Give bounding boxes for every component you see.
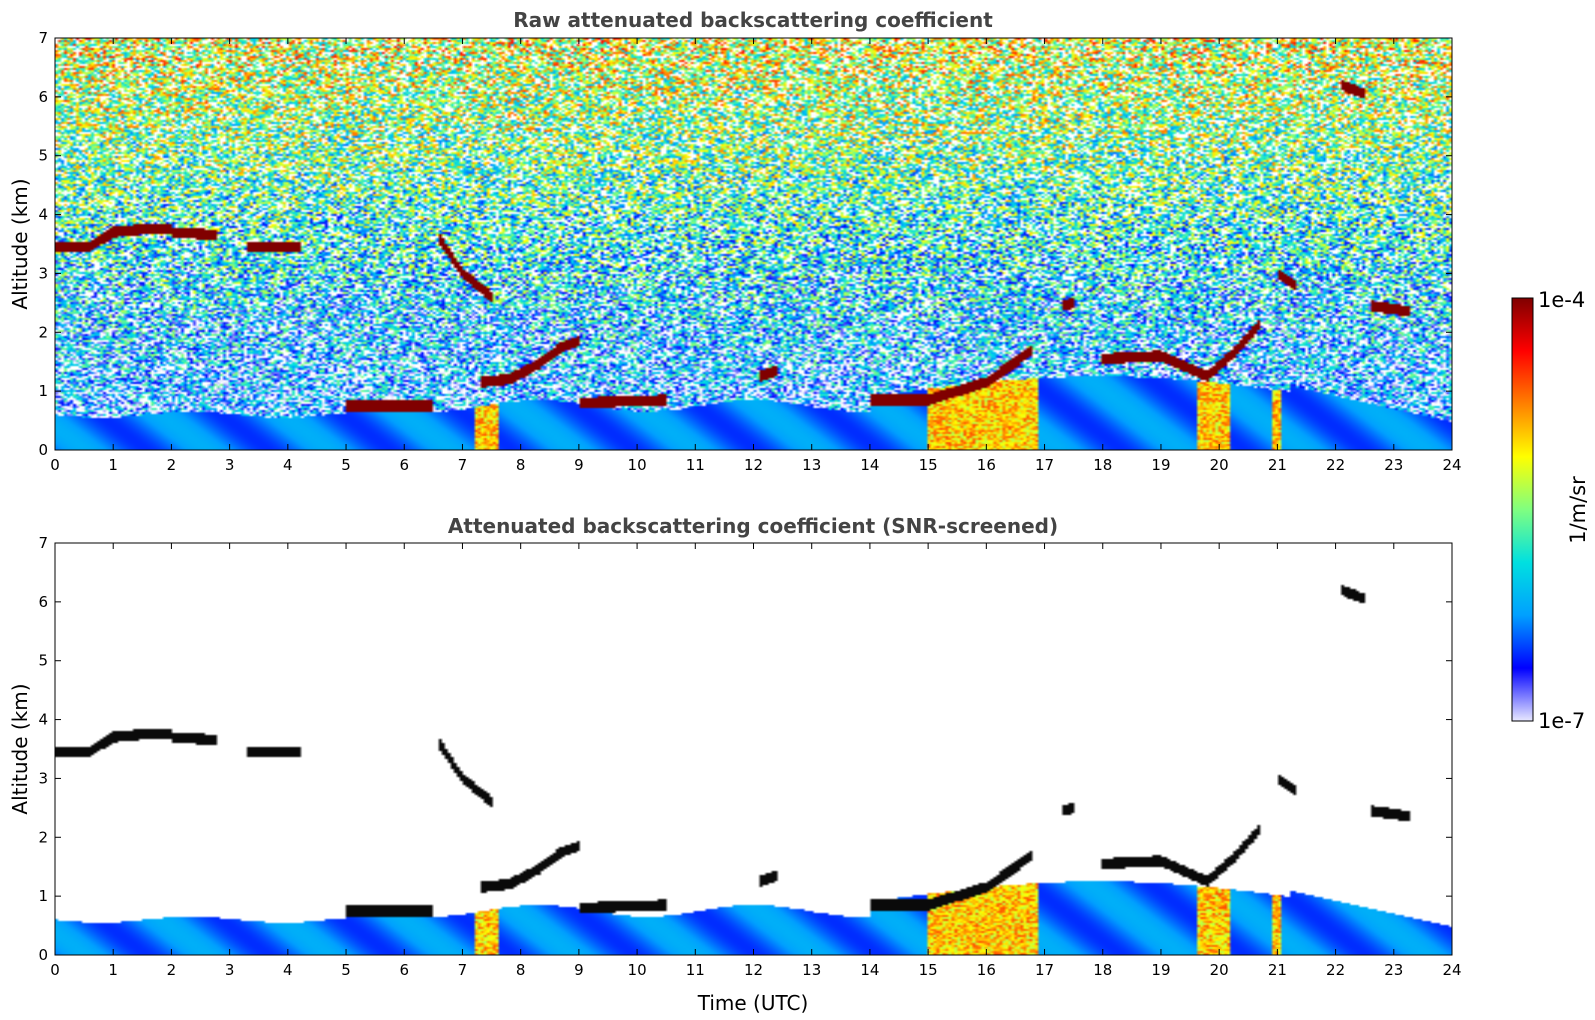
x-tick-label: 2 <box>167 456 177 474</box>
y-axis-label: Altitude (km) <box>8 683 32 814</box>
x-tick-label: 1 <box>108 961 118 979</box>
x-tick-label: 16 <box>977 961 996 979</box>
x-tick-label: 20 <box>1210 961 1229 979</box>
chart-title: Attenuated backscattering coefficient (S… <box>448 514 1058 538</box>
x-tick-label: 21 <box>1268 456 1287 474</box>
x-tick-label: 15 <box>919 456 938 474</box>
y-tick-label: 2 <box>38 323 48 341</box>
y-tick-label: 3 <box>38 769 48 787</box>
y-tick-label: 1 <box>38 382 48 400</box>
colorbar-max-label: 1e-4 <box>1538 288 1585 312</box>
x-tick-label: 4 <box>283 456 293 474</box>
y-tick-label: 2 <box>38 828 48 846</box>
heatmap-screened <box>55 543 1452 955</box>
colorbar: 1e-4 1e-7 1/m/sr <box>1511 288 1590 733</box>
x-tick-label: 4 <box>283 961 293 979</box>
heatmap-raw <box>55 38 1452 450</box>
x-tick-label: 19 <box>1151 456 1170 474</box>
x-tick-label: 7 <box>458 961 468 979</box>
x-tick-label: 0 <box>50 456 60 474</box>
x-axis-label: Time (UTC) <box>697 991 809 1015</box>
y-tick-label: 0 <box>38 441 48 459</box>
x-tick-label: 11 <box>686 456 705 474</box>
y-tick-label: 6 <box>38 88 48 106</box>
y-axis-label: Altitude (km) <box>8 178 32 309</box>
colorbar-min-label: 1e-7 <box>1538 709 1585 733</box>
axis-ticks: 0 1 2 3 4 5 6 7 8 9 10 11 12 13 14 15 16 17 18 19 20 21 22 23 24… <box>38 534 1461 979</box>
chart-title: Raw attenuated backscattering coefficien… <box>513 8 993 32</box>
x-tick-label: 24 <box>1442 456 1461 474</box>
x-tick-label: 24 <box>1442 961 1461 979</box>
x-tick-label: 17 <box>1035 456 1054 474</box>
x-tick-label: 23 <box>1384 961 1403 979</box>
x-tick-label: 1 <box>108 456 118 474</box>
panel-raw: Raw attenuated backscattering coefficien… <box>8 8 1462 474</box>
y-tick-label: 6 <box>38 593 48 611</box>
x-tick-label: 14 <box>860 456 879 474</box>
y-tick-label: 1 <box>38 887 48 905</box>
x-tick-label: 23 <box>1384 456 1403 474</box>
x-tick-label: 19 <box>1151 961 1170 979</box>
x-tick-label: 20 <box>1210 456 1229 474</box>
y-tick-label: 4 <box>38 206 48 224</box>
y-tick-label: 5 <box>38 147 48 165</box>
y-tick-label: 0 <box>38 946 48 964</box>
x-tick-label: 22 <box>1326 456 1345 474</box>
x-tick-label: 15 <box>919 961 938 979</box>
x-tick-label: 14 <box>860 961 879 979</box>
x-tick-label: 8 <box>516 456 526 474</box>
x-tick-label: 18 <box>1093 456 1112 474</box>
x-tick-label: 6 <box>399 961 409 979</box>
x-tick-label: 13 <box>802 961 821 979</box>
x-tick-label: 7 <box>458 456 468 474</box>
x-tick-label: 6 <box>399 456 409 474</box>
colorbar-unit-label: 1/m/sr <box>1566 476 1590 544</box>
x-tick-label: 9 <box>574 961 584 979</box>
colorbar-gradient <box>1511 297 1534 722</box>
x-tick-label: 10 <box>628 961 647 979</box>
x-tick-label: 10 <box>628 456 647 474</box>
x-tick-label: 12 <box>744 961 763 979</box>
x-tick-label: 12 <box>744 456 763 474</box>
x-tick-label: 3 <box>225 456 235 474</box>
x-tick-label: 9 <box>574 456 584 474</box>
y-tick-label: 7 <box>38 534 48 552</box>
y-tick-label: 4 <box>38 711 48 729</box>
x-tick-label: 3 <box>225 961 235 979</box>
x-tick-label: 17 <box>1035 961 1054 979</box>
x-tick-label: 16 <box>977 456 996 474</box>
y-tick-label: 5 <box>38 652 48 670</box>
x-tick-label: 2 <box>167 961 177 979</box>
x-tick-label: 5 <box>341 456 351 474</box>
x-tick-label: 21 <box>1268 961 1287 979</box>
x-tick-label: 5 <box>341 961 351 979</box>
axis-ticks: 0 1 2 3 4 5 6 7 8 9 10 11 12 13 14 15 16 17 18 19 20 21 22 23 24… <box>38 29 1461 474</box>
x-tick-label: 22 <box>1326 961 1345 979</box>
x-tick-label: 13 <box>802 456 821 474</box>
y-tick-label: 3 <box>38 264 48 282</box>
x-tick-label: 8 <box>516 961 526 979</box>
panel-screened: Attenuated backscattering coefficient (S… <box>8 514 1462 1015</box>
x-tick-label: 0 <box>50 961 60 979</box>
x-tick-label: 11 <box>686 961 705 979</box>
y-tick-label: 7 <box>38 29 48 47</box>
x-tick-label: 18 <box>1093 961 1112 979</box>
